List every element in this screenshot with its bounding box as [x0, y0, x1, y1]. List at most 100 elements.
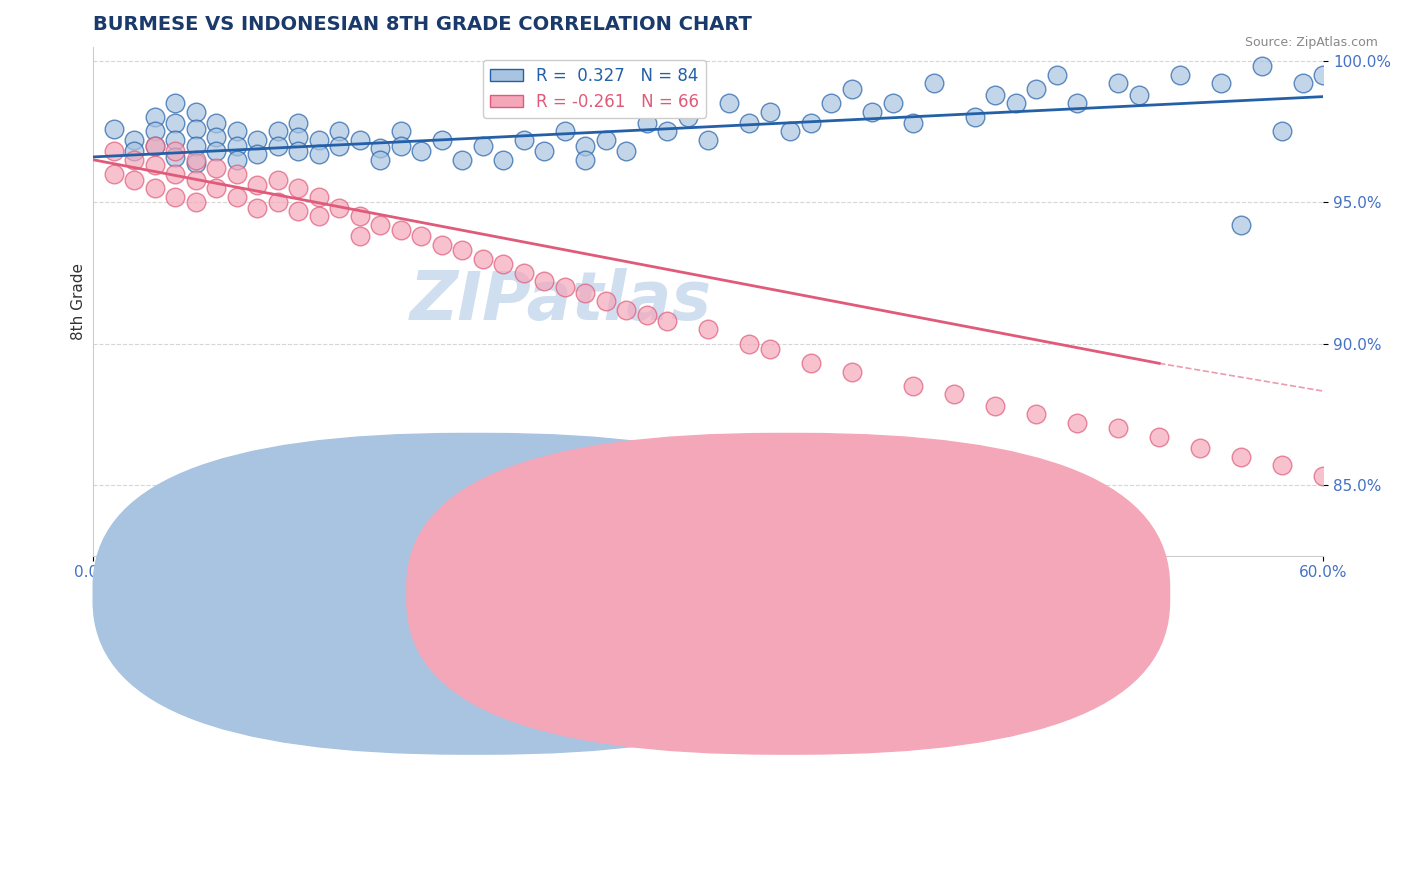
Point: [246, 133, 269, 147]
Point: [1292, 77, 1315, 91]
FancyBboxPatch shape: [406, 434, 1170, 754]
Point: [779, 124, 801, 138]
Point: [984, 87, 1007, 102]
Point: [1004, 96, 1026, 111]
Point: [595, 133, 617, 147]
Point: [328, 124, 350, 138]
Point: [349, 210, 371, 224]
Point: [122, 145, 145, 159]
Text: ZIPatlas: ZIPatlas: [409, 268, 711, 334]
Point: [225, 189, 247, 203]
Point: [184, 153, 207, 167]
Point: [1107, 77, 1129, 91]
Point: [308, 147, 330, 161]
Point: [800, 116, 823, 130]
Point: [595, 294, 617, 309]
FancyBboxPatch shape: [93, 434, 856, 754]
Point: [205, 161, 228, 176]
Point: [800, 356, 823, 370]
Point: [308, 189, 330, 203]
Point: [287, 203, 309, 218]
Point: [328, 138, 350, 153]
Point: [1066, 96, 1088, 111]
Point: [143, 124, 166, 138]
Point: [184, 172, 207, 186]
Point: [614, 145, 637, 159]
Point: [554, 280, 576, 294]
Point: [841, 82, 863, 96]
Point: [1046, 68, 1069, 82]
Point: [758, 342, 780, 356]
Point: [287, 181, 309, 195]
Point: [143, 138, 166, 153]
Point: [758, 104, 780, 119]
Point: [903, 379, 925, 393]
Point: [225, 138, 247, 153]
Point: [1149, 430, 1171, 444]
Point: [1271, 124, 1294, 138]
Point: [841, 365, 863, 379]
Point: [165, 116, 187, 130]
Point: [389, 223, 412, 237]
Point: [225, 153, 247, 167]
Point: [165, 133, 187, 147]
Point: [368, 153, 391, 167]
Point: [103, 167, 125, 181]
Point: [205, 181, 228, 195]
Point: [143, 111, 166, 125]
Point: [492, 153, 515, 167]
Point: [1271, 458, 1294, 472]
Point: [205, 130, 228, 145]
Point: [903, 116, 925, 130]
Point: [103, 121, 125, 136]
Point: [184, 195, 207, 210]
Point: [205, 116, 228, 130]
Point: [636, 116, 658, 130]
Point: [1189, 441, 1212, 455]
Point: [574, 153, 596, 167]
Point: [246, 147, 269, 161]
Point: [184, 104, 207, 119]
Point: [636, 308, 658, 322]
Point: [738, 116, 761, 130]
Point: [287, 145, 309, 159]
Text: BURMESE VS INDONESIAN 8TH GRADE CORRELATION CHART: BURMESE VS INDONESIAN 8TH GRADE CORRELAT…: [93, 15, 752, 34]
Point: [122, 172, 145, 186]
Point: [657, 314, 679, 328]
Point: [1393, 483, 1406, 498]
Point: [614, 302, 637, 317]
Point: [184, 138, 207, 153]
Point: [1312, 469, 1334, 483]
Point: [512, 266, 534, 280]
Point: [1230, 450, 1253, 464]
Point: [225, 167, 247, 181]
Point: [574, 285, 596, 300]
Point: [389, 138, 412, 153]
Point: [267, 172, 290, 186]
Point: [165, 145, 187, 159]
Point: [676, 111, 699, 125]
Point: [1209, 77, 1232, 91]
Point: [738, 336, 761, 351]
Point: [1333, 82, 1355, 96]
Legend: R =  0.327   N = 84, R = -0.261   N = 66: R = 0.327 N = 84, R = -0.261 N = 66: [482, 60, 706, 118]
Point: [963, 111, 986, 125]
Point: [411, 145, 433, 159]
Point: [184, 121, 207, 136]
Point: [287, 130, 309, 145]
Point: [165, 96, 187, 111]
Point: [554, 124, 576, 138]
Point: [368, 218, 391, 232]
Point: [103, 145, 125, 159]
Point: [184, 155, 207, 169]
Point: [1250, 60, 1272, 74]
Point: [1353, 96, 1375, 111]
Point: [328, 201, 350, 215]
Point: [349, 229, 371, 244]
Point: [1066, 416, 1088, 430]
Point: [246, 178, 269, 193]
Point: [308, 210, 330, 224]
Text: Burmese: Burmese: [489, 591, 558, 607]
Text: Source: ZipAtlas.com: Source: ZipAtlas.com: [1244, 36, 1378, 49]
Point: [267, 138, 290, 153]
